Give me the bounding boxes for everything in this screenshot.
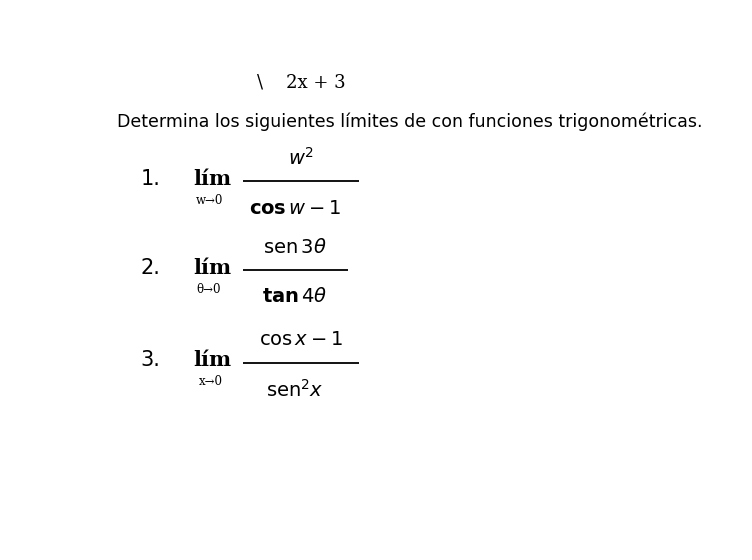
Text: $\mathrm{cos}\,x - 1$: $\mathrm{cos}\,x - 1$ <box>259 330 344 349</box>
Text: 1.: 1. <box>141 169 160 189</box>
Text: θ→0: θ→0 <box>196 283 220 296</box>
Text: lím: lím <box>193 169 231 189</box>
Text: lím: lím <box>193 351 231 370</box>
Text: $\mathbf{tan}\,4\theta$: $\mathbf{tan}\,4\theta$ <box>262 287 328 306</box>
Text: lím: lím <box>193 258 231 278</box>
Text: 3.: 3. <box>141 351 160 370</box>
Text: $\mathbf{cos}\,w - 1$: $\mathbf{cos}\,w - 1$ <box>249 199 341 218</box>
Text: $w^2$: $w^2$ <box>288 147 314 169</box>
Text: \    2x + 3: \ 2x + 3 <box>257 74 346 92</box>
Text: 2.: 2. <box>141 258 160 278</box>
Text: Determina los siguientes límites de con funciones trigonométricas.: Determina los siguientes límites de con … <box>117 113 703 131</box>
Text: w→0: w→0 <box>196 194 223 207</box>
Text: x→0: x→0 <box>199 375 223 389</box>
Text: $\mathrm{sen}^2 x$: $\mathrm{sen}^2 x$ <box>266 379 324 401</box>
Text: $\mathrm{sen}\,3\theta$: $\mathrm{sen}\,3\theta$ <box>263 238 327 257</box>
